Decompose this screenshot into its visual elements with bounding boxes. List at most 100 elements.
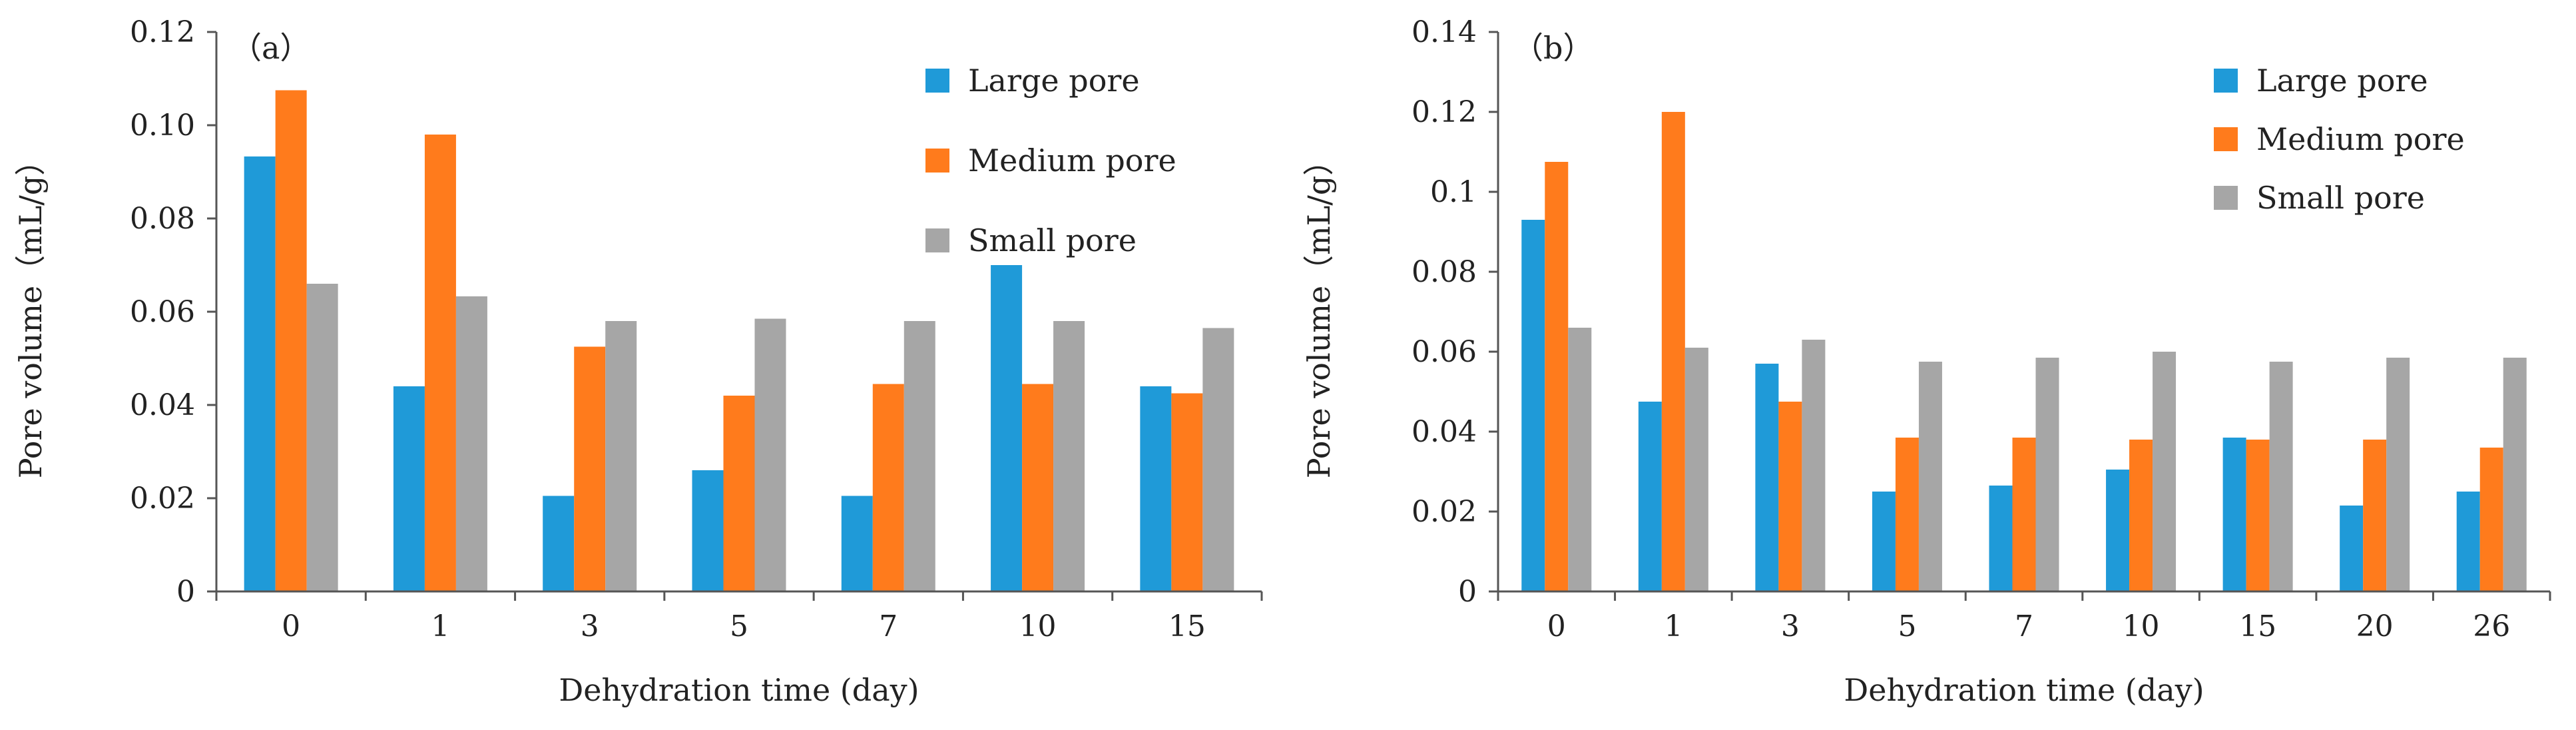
bar-a-large-pore-1 xyxy=(393,386,425,591)
legend-swatch-a-medium-pore xyxy=(925,149,949,173)
bar-a-large-pore-15 xyxy=(1140,386,1172,591)
y-tick-label-a-0.10: 0.10 xyxy=(130,109,195,143)
bar-b-large-pore-5 xyxy=(1872,492,1896,591)
bar-a-small-pore-3 xyxy=(605,321,637,591)
y-tick-label-b-0.06: 0.06 xyxy=(1412,335,1477,369)
bar-b-large-pore-15 xyxy=(2222,438,2246,591)
y-axis-title-b: Pore volume（mL/g） xyxy=(1301,145,1337,479)
x-tick-label-b-1: 1 xyxy=(1664,609,1682,643)
bar-b-small-pore-10 xyxy=(2153,352,2177,591)
bar-b-medium-pore-15 xyxy=(2246,440,2270,591)
y-tick-label-a-0.04: 0.04 xyxy=(130,388,195,422)
bar-b-large-pore-3 xyxy=(1755,364,1779,591)
bar-b-medium-pore-26 xyxy=(2479,448,2503,591)
legend-label-b-medium-pore: Medium pore xyxy=(2256,121,2465,157)
legend-swatch-a-small-pore xyxy=(925,228,949,252)
bar-b-medium-pore-7 xyxy=(2012,438,2036,591)
bar-a-small-pore-7 xyxy=(903,321,935,591)
y-tick-label-b-0.1: 0.1 xyxy=(1430,175,1477,209)
x-tick-label-b-15: 15 xyxy=(2239,609,2276,643)
bar-b-large-pore-1 xyxy=(1638,402,1662,591)
bar-a-medium-pore-3 xyxy=(574,346,606,591)
bar-a-small-pore-10 xyxy=(1053,321,1085,591)
x-tick-label-a-3: 3 xyxy=(581,609,599,643)
x-tick-label-b-26: 26 xyxy=(2473,609,2510,643)
bar-b-medium-pore-1 xyxy=(1661,112,1685,591)
x-axis-title-a: Dehydration time (day) xyxy=(559,672,919,708)
bar-b-large-pore-0 xyxy=(1521,220,1545,591)
legend-swatch-a-large-pore xyxy=(925,69,949,93)
chart-panel-b: 0 0.02 0.04 0.06 0.08 0.1 0.12 0.14 0 1 3 5 7 10 15 20 2… xyxy=(1288,0,2576,730)
bar-a-small-pore-5 xyxy=(754,318,786,591)
bar-a-large-pore-7 xyxy=(841,496,873,591)
x-tick-label-a-15: 15 xyxy=(1168,609,1206,643)
legend-swatch-b-large-pore xyxy=(2214,69,2238,93)
bar-b-large-pore-26 xyxy=(2456,492,2480,591)
bar-a-medium-pore-1 xyxy=(424,135,456,591)
panel-label-b: （b） xyxy=(1513,30,1593,66)
bar-b-small-pore-7 xyxy=(2035,358,2059,591)
legend-label-a-medium-pore: Medium pore xyxy=(968,143,1176,179)
y-tick-label-a-0: 0 xyxy=(176,575,195,609)
bar-a-large-pore-10 xyxy=(991,265,1023,591)
y-tick-label-b-0.12: 0.12 xyxy=(1412,95,1477,129)
bar-a-large-pore-0 xyxy=(244,156,276,591)
bar-a-small-pore-1 xyxy=(455,296,487,591)
y-tick-label-b-0.04: 0.04 xyxy=(1412,415,1477,449)
legend-swatch-b-medium-pore xyxy=(2214,127,2238,151)
y-tick-label-a-0.02: 0.02 xyxy=(130,482,195,516)
y-tick-label-b-0.14: 0.14 xyxy=(1412,15,1477,49)
bar-b-medium-pore-20 xyxy=(2363,440,2387,591)
x-tick-label-a-10: 10 xyxy=(1019,609,1057,643)
legend-label-b-large-pore: Large pore xyxy=(2256,63,2428,99)
bar-b-large-pore-10 xyxy=(2106,470,2130,591)
bar-a-medium-pore-5 xyxy=(723,396,755,591)
bar-b-small-pore-20 xyxy=(2386,358,2410,591)
bar-a-medium-pore-0 xyxy=(275,90,307,591)
bar-b-medium-pore-0 xyxy=(1545,162,1569,591)
bar-b-medium-pore-3 xyxy=(1778,402,1802,591)
x-tick-label-b-20: 20 xyxy=(2356,609,2394,643)
x-tick-label-b-0: 0 xyxy=(1547,609,1566,643)
x-tick-label-b-7: 7 xyxy=(2015,609,2033,643)
panel-label-a: （a） xyxy=(231,30,310,66)
x-tick-label-a-0: 0 xyxy=(282,609,300,643)
y-tick-label-a-0.06: 0.06 xyxy=(130,295,195,329)
y-axis-title-a: Pore volume（mL/g） xyxy=(13,145,49,479)
x-tick-label-a-1: 1 xyxy=(431,609,449,643)
y-tick-label-b-0.08: 0.08 xyxy=(1412,255,1477,289)
legend-label-a-small-pore: Small pore xyxy=(968,222,1137,258)
x-tick-label-a-5: 5 xyxy=(730,609,748,643)
bar-b-small-pore-15 xyxy=(2269,362,2293,591)
y-tick-label-b-0.02: 0.02 xyxy=(1412,495,1477,529)
bar-b-medium-pore-5 xyxy=(1895,438,1919,591)
bar-b-medium-pore-10 xyxy=(2129,440,2153,591)
bar-b-small-pore-5 xyxy=(1918,362,1942,591)
x-tick-label-b-3: 3 xyxy=(1781,609,1800,643)
chart-b-svg: 0 0.02 0.04 0.06 0.08 0.1 0.12 0.14 0 1 3 5 7 10 15 20 2… xyxy=(1301,15,2551,708)
bar-b-small-pore-1 xyxy=(1684,348,1708,591)
bar-a-medium-pore-10 xyxy=(1022,384,1054,591)
x-axis-title-b: Dehydration time (day) xyxy=(1844,672,2204,708)
legend-label-b-small-pore: Small pore xyxy=(2256,180,2425,216)
bar-a-medium-pore-7 xyxy=(872,384,904,591)
y-tick-label-a-0.08: 0.08 xyxy=(130,202,195,236)
chart-panel-a: 0 0.02 0.04 0.06 0.08 0.10 0.12 0 1 3 5 7 10 15 Dehydr… xyxy=(13,15,1263,708)
x-tick-label-a-7: 7 xyxy=(879,609,898,643)
x-tick-label-b-5: 5 xyxy=(1898,609,1916,643)
bar-b-small-pore-3 xyxy=(1802,340,1826,591)
x-tick-label-b-10: 10 xyxy=(2123,609,2160,643)
bar-a-small-pore-15 xyxy=(1202,328,1234,591)
bar-a-large-pore-3 xyxy=(543,496,575,591)
legend-label-a-large-pore: Large pore xyxy=(968,63,1140,99)
bar-b-large-pore-20 xyxy=(2340,506,2364,591)
y-tick-label-b-0: 0 xyxy=(1458,575,1477,609)
bar-b-small-pore-0 xyxy=(1568,328,1592,591)
bar-a-medium-pore-15 xyxy=(1171,393,1203,591)
bar-b-small-pore-26 xyxy=(2503,358,2527,591)
bar-a-small-pore-0 xyxy=(306,284,338,591)
bar-b-large-pore-7 xyxy=(1989,486,2013,591)
bar-a-large-pore-5 xyxy=(692,470,724,591)
chart-a-svg: 0 0.02 0.04 0.06 0.08 0.10 0.12 0 1 3 5 7 10 15 Dehydr… xyxy=(13,15,1263,708)
y-tick-label-a-0.12: 0.12 xyxy=(130,15,195,49)
